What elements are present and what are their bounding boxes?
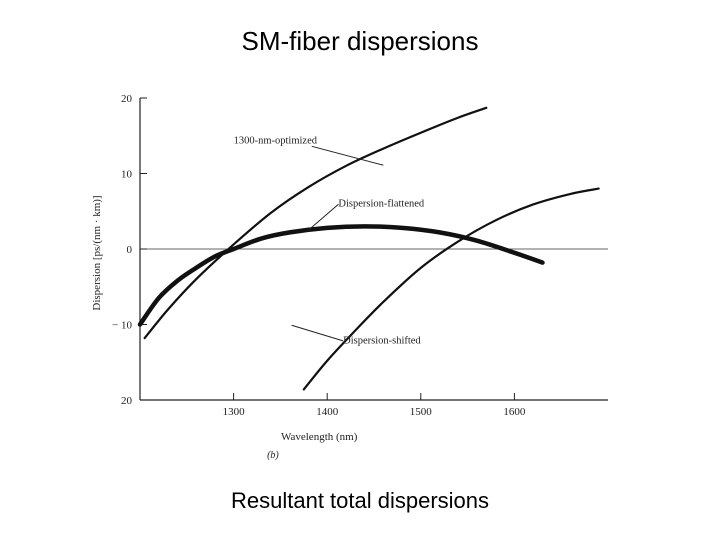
x-tick-label: 1500: [410, 406, 433, 418]
slide-title: SM-fiber dispersions: [241, 26, 479, 56]
slide-caption: Resultant total dispersions: [230, 488, 490, 513]
annotation-label: 1300-nm-optimized: [234, 135, 318, 146]
y-tick-label: 20: [121, 395, 133, 407]
series-1300-nm-optimized-line: [143, 106, 488, 340]
annotation-leader: [311, 145, 384, 166]
x-tick-label: 1300: [223, 406, 246, 418]
series-dispersion-shifted-line: [302, 187, 600, 391]
annotation-label: Dispersion-shifted: [343, 335, 421, 346]
figure-sublabel: (b): [267, 450, 279, 461]
x-tick-label: 1400: [316, 406, 339, 418]
chart-annotations: 1300-nm-optimized Dispersion-flattened Dis…: [234, 135, 425, 346]
y-tick-label: 10: [121, 169, 133, 181]
annotation-label: Dispersion-flattened: [338, 199, 424, 210]
x-axis-label: Wavelength (nm): [281, 431, 358, 443]
chart-series: [137, 106, 600, 391]
x-tick-label: 1600: [503, 406, 526, 418]
y-tick-label: 0: [127, 244, 133, 256]
y-tick-label: − 10: [112, 320, 132, 332]
y-axis-label: Dispersion [ps/(nm · km)]: [91, 195, 103, 310]
y-tick-label: 20: [121, 93, 133, 105]
annotation-leader: [308, 203, 339, 231]
annotation-leader: [291, 324, 344, 342]
chart-axes: 20 10 0 − 10 20 1300 1400 1500 1600: [112, 93, 608, 418]
